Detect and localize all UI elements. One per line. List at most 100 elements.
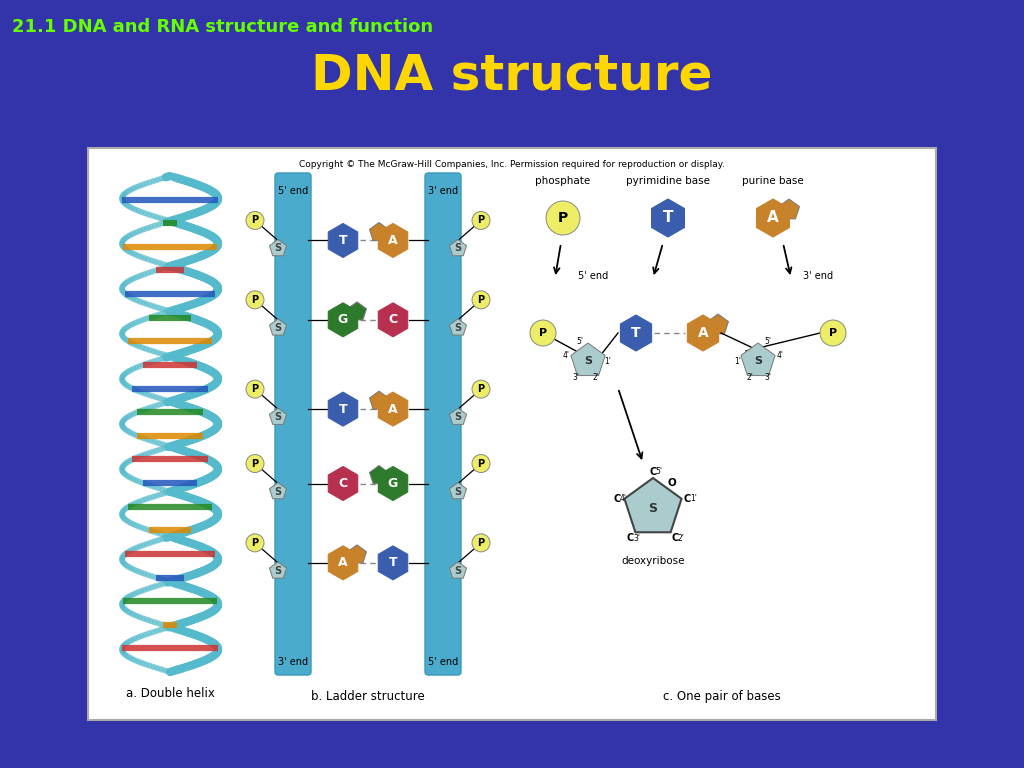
Text: 21.1 DNA and RNA structure and function: 21.1 DNA and RNA structure and function (12, 18, 433, 36)
Text: S: S (274, 566, 282, 576)
Polygon shape (687, 315, 719, 351)
Text: 5': 5' (765, 336, 771, 346)
Polygon shape (329, 392, 357, 426)
Text: deoxyribose: deoxyribose (622, 556, 685, 566)
Text: G: G (338, 313, 348, 326)
Text: 1': 1' (604, 356, 611, 366)
Text: c. One pair of bases: c. One pair of bases (664, 690, 781, 703)
Text: T: T (389, 556, 397, 569)
Polygon shape (370, 391, 388, 409)
Text: 2': 2' (678, 534, 685, 543)
Text: P: P (252, 458, 259, 468)
Polygon shape (378, 392, 408, 426)
Polygon shape (329, 546, 357, 580)
Polygon shape (269, 562, 287, 578)
Polygon shape (370, 465, 388, 484)
Text: C: C (339, 477, 347, 490)
Text: S: S (455, 243, 462, 253)
Polygon shape (450, 240, 467, 256)
Circle shape (472, 455, 490, 472)
Text: 5' end: 5' end (278, 186, 308, 196)
Text: P: P (539, 328, 547, 338)
Text: 3': 3' (765, 372, 771, 382)
Polygon shape (378, 466, 408, 501)
Text: DNA structure: DNA structure (311, 51, 713, 99)
Text: 4': 4' (562, 352, 569, 360)
Polygon shape (269, 240, 287, 256)
Circle shape (546, 201, 580, 235)
Text: P: P (477, 295, 484, 305)
Text: C: C (672, 533, 679, 543)
Circle shape (472, 211, 490, 230)
Circle shape (246, 211, 264, 230)
Circle shape (472, 534, 490, 552)
Text: A: A (388, 234, 397, 247)
Text: P: P (252, 384, 259, 394)
Text: P: P (477, 384, 484, 394)
Text: 5': 5' (577, 336, 584, 346)
Circle shape (246, 455, 264, 472)
Text: S: S (584, 356, 592, 366)
Text: P: P (252, 216, 259, 226)
Polygon shape (347, 545, 367, 563)
Polygon shape (378, 303, 408, 337)
Text: 1': 1' (734, 356, 741, 366)
Polygon shape (450, 319, 467, 335)
FancyBboxPatch shape (275, 173, 311, 675)
Circle shape (246, 534, 264, 552)
Text: P: P (252, 538, 259, 548)
Text: A: A (338, 556, 348, 569)
Polygon shape (370, 223, 388, 240)
Text: S: S (455, 323, 462, 333)
Text: 3': 3' (633, 534, 640, 543)
Text: P: P (558, 211, 568, 225)
Text: T: T (339, 402, 347, 415)
Text: S: S (274, 243, 282, 253)
Text: 5' end: 5' end (578, 271, 608, 281)
Text: S: S (455, 566, 462, 576)
Text: 5' end: 5' end (428, 657, 458, 667)
Polygon shape (778, 199, 800, 219)
Circle shape (246, 291, 264, 309)
Circle shape (246, 380, 264, 398)
Polygon shape (269, 408, 287, 425)
Polygon shape (450, 408, 467, 425)
Text: A: A (767, 210, 779, 226)
Text: P: P (477, 538, 484, 548)
Text: A: A (697, 326, 709, 340)
Text: A: A (388, 402, 397, 415)
Polygon shape (625, 478, 682, 532)
Text: 2': 2' (746, 372, 754, 382)
Text: b. Ladder structure: b. Ladder structure (311, 690, 425, 703)
Circle shape (472, 291, 490, 309)
Polygon shape (329, 303, 357, 337)
Circle shape (530, 320, 556, 346)
Text: T: T (663, 210, 673, 226)
Text: 3': 3' (572, 372, 580, 382)
Polygon shape (347, 302, 367, 320)
Circle shape (820, 320, 846, 346)
Text: C: C (388, 313, 397, 326)
Text: P: P (477, 458, 484, 468)
Text: Copyright © The McGraw-Hill Companies, Inc. Permission required for reproduction: Copyright © The McGraw-Hill Companies, I… (299, 160, 725, 169)
Text: G: G (388, 477, 398, 490)
FancyBboxPatch shape (425, 173, 461, 675)
Text: 3' end: 3' end (803, 271, 834, 281)
Text: P: P (829, 328, 837, 338)
Text: T: T (631, 326, 641, 340)
Text: 4': 4' (776, 352, 783, 360)
Text: 3' end: 3' end (428, 186, 458, 196)
Polygon shape (378, 546, 408, 580)
Text: pyrimidine base: pyrimidine base (626, 176, 710, 186)
Polygon shape (269, 319, 287, 335)
Text: purine base: purine base (742, 176, 804, 186)
Text: 2': 2' (593, 372, 599, 382)
Text: phosphate: phosphate (536, 176, 591, 186)
Polygon shape (757, 199, 790, 237)
Polygon shape (621, 315, 651, 351)
Text: 4': 4' (620, 495, 627, 503)
Polygon shape (269, 482, 287, 498)
Text: S: S (455, 412, 462, 422)
Polygon shape (741, 343, 775, 376)
Text: C: C (684, 494, 691, 504)
